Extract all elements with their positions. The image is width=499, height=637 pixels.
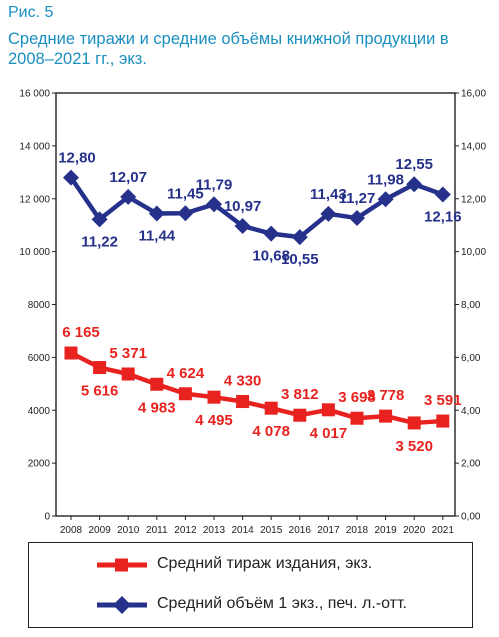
point-circulation	[64, 346, 78, 360]
y-right-tick-label: 8,00	[461, 300, 481, 311]
data-label-circulation: 4 495	[195, 412, 233, 429]
y-left-tick-label: 16 000	[19, 89, 50, 100]
point-circulation	[436, 414, 450, 428]
point-circulation	[350, 411, 364, 425]
point-circulation	[321, 403, 335, 417]
legend: Средний тираж издания, экз. Средний объё…	[28, 542, 473, 628]
data-label-volume: 10,55	[281, 251, 319, 268]
x-tick-label: 2017	[317, 525, 340, 536]
y-right-tick-label: 10,00	[461, 247, 486, 258]
point-volume	[148, 205, 165, 222]
data-label-volume: 11,44	[138, 228, 175, 245]
data-label-circulation: 4 330	[224, 373, 262, 390]
point-volume	[349, 210, 365, 227]
data-label-volume: 11,43	[310, 186, 347, 203]
y-right-tick-label: 2,00	[461, 459, 481, 470]
point-circulation	[379, 409, 393, 423]
x-tick-label: 2012	[174, 525, 197, 536]
point-circulation	[178, 387, 192, 401]
point-volume	[406, 176, 423, 193]
legend-swatch-circulation	[97, 558, 147, 572]
legend-label-circulation: Средний тираж издания, экз.	[157, 555, 373, 572]
data-label-circulation: 4 078	[252, 423, 290, 440]
x-tick-label: 2014	[231, 525, 254, 536]
data-label-circulation: 4 624	[167, 365, 205, 382]
point-circulation	[207, 390, 221, 404]
point-circulation	[150, 377, 164, 391]
y-right-tick-label: 4,00	[461, 406, 481, 417]
y-left-tick-label: 8000	[28, 300, 51, 311]
y-left-tick-label: 12 000	[19, 194, 50, 205]
y-left-tick-label: 0	[44, 512, 50, 523]
y-right-tick-label: 6,00	[461, 353, 481, 364]
x-tick-label: 2021	[432, 525, 455, 536]
legend-item-volume: Средний объём 1 экз., печ. л.-отт.	[29, 593, 472, 617]
x-tick-label: 2016	[289, 525, 312, 536]
x-tick-label: 2019	[374, 525, 397, 536]
data-label-circulation: 3 698	[338, 389, 376, 406]
data-label-volume: 12,55	[395, 156, 433, 173]
x-tick-label: 2015	[260, 525, 283, 536]
data-label-circulation: 5 371	[109, 345, 147, 362]
data-label-volume: 11,22	[81, 233, 118, 250]
point-volume	[63, 169, 79, 186]
point-volume	[291, 229, 308, 246]
data-label-volume: 11,98	[367, 171, 404, 188]
data-label-circulation: 3 778	[367, 387, 405, 404]
data-label-volume: 12,16	[424, 209, 462, 226]
point-circulation	[264, 401, 278, 415]
data-label-circulation: 5 616	[81, 383, 119, 400]
x-tick-label: 2018	[346, 525, 369, 536]
point-circulation	[93, 361, 107, 375]
y-left-tick-label: 10 000	[19, 247, 50, 258]
data-label-circulation: 4 983	[138, 399, 176, 416]
point-volume	[177, 205, 194, 222]
x-tick-label: 2009	[88, 525, 111, 536]
data-label-volume: 12,80	[58, 150, 96, 167]
point-volume	[434, 186, 451, 203]
point-volume	[91, 211, 108, 228]
data-label-circulation: 4 017	[310, 425, 348, 442]
legend-swatch-volume	[97, 596, 147, 614]
data-label-volume: 11,27	[339, 190, 376, 207]
point-circulation	[407, 416, 421, 430]
x-tick-label: 2008	[60, 525, 83, 536]
x-tick-label: 2013	[203, 525, 226, 536]
y-left-tick-label: 6000	[28, 353, 51, 364]
data-label-circulation: 3 591	[424, 392, 462, 409]
data-label-circulation: 6 165	[62, 324, 100, 341]
data-label-circulation: 3 520	[395, 438, 433, 455]
point-volume	[320, 205, 337, 222]
y-left-tick-label: 2000	[28, 459, 51, 470]
point-volume	[120, 188, 137, 205]
y-right-tick-label: 14,00	[461, 141, 486, 152]
legend-label-volume: Средний объём 1 экз., печ. л.-отт.	[157, 595, 407, 612]
point-volume	[234, 217, 251, 234]
figure-label: Рис. 5	[8, 4, 54, 21]
chart-area: 0 0,00 2000 2,00 4000 4,00 6000 6,00 8000 8,00 10 …	[19, 89, 486, 537]
x-tick-label: 2020	[403, 525, 426, 536]
legend-item-circulation: Средний тираж издания, экз.	[29, 553, 472, 577]
data-label-volume: 10,68	[252, 248, 290, 265]
point-volume	[263, 225, 280, 242]
point-circulation	[293, 408, 307, 422]
data-label-circulation: 3 812	[281, 386, 319, 403]
point-volume	[377, 191, 394, 208]
point-circulation	[236, 395, 250, 409]
y-right-tick-label: 16,00	[461, 89, 486, 100]
data-label-volume: 12,07	[109, 169, 147, 186]
data-label-volume: 10,97	[224, 198, 262, 215]
point-volume	[206, 196, 222, 213]
x-tick-label: 2011	[146, 525, 168, 536]
data-label-volume: 11,45	[167, 185, 204, 202]
y-right-tick-label: 12,00	[461, 194, 486, 205]
y-left-tick-label: 14 000	[19, 141, 50, 152]
y-left-tick-label: 4000	[28, 406, 51, 417]
y-right-tick-label: 0,00	[461, 512, 481, 523]
point-circulation	[121, 367, 135, 381]
figure-title: Средние тиражи и средние объёмы книжной …	[8, 30, 449, 68]
x-tick-label: 2010	[117, 525, 140, 536]
data-label-volume: 11,79	[196, 176, 233, 193]
